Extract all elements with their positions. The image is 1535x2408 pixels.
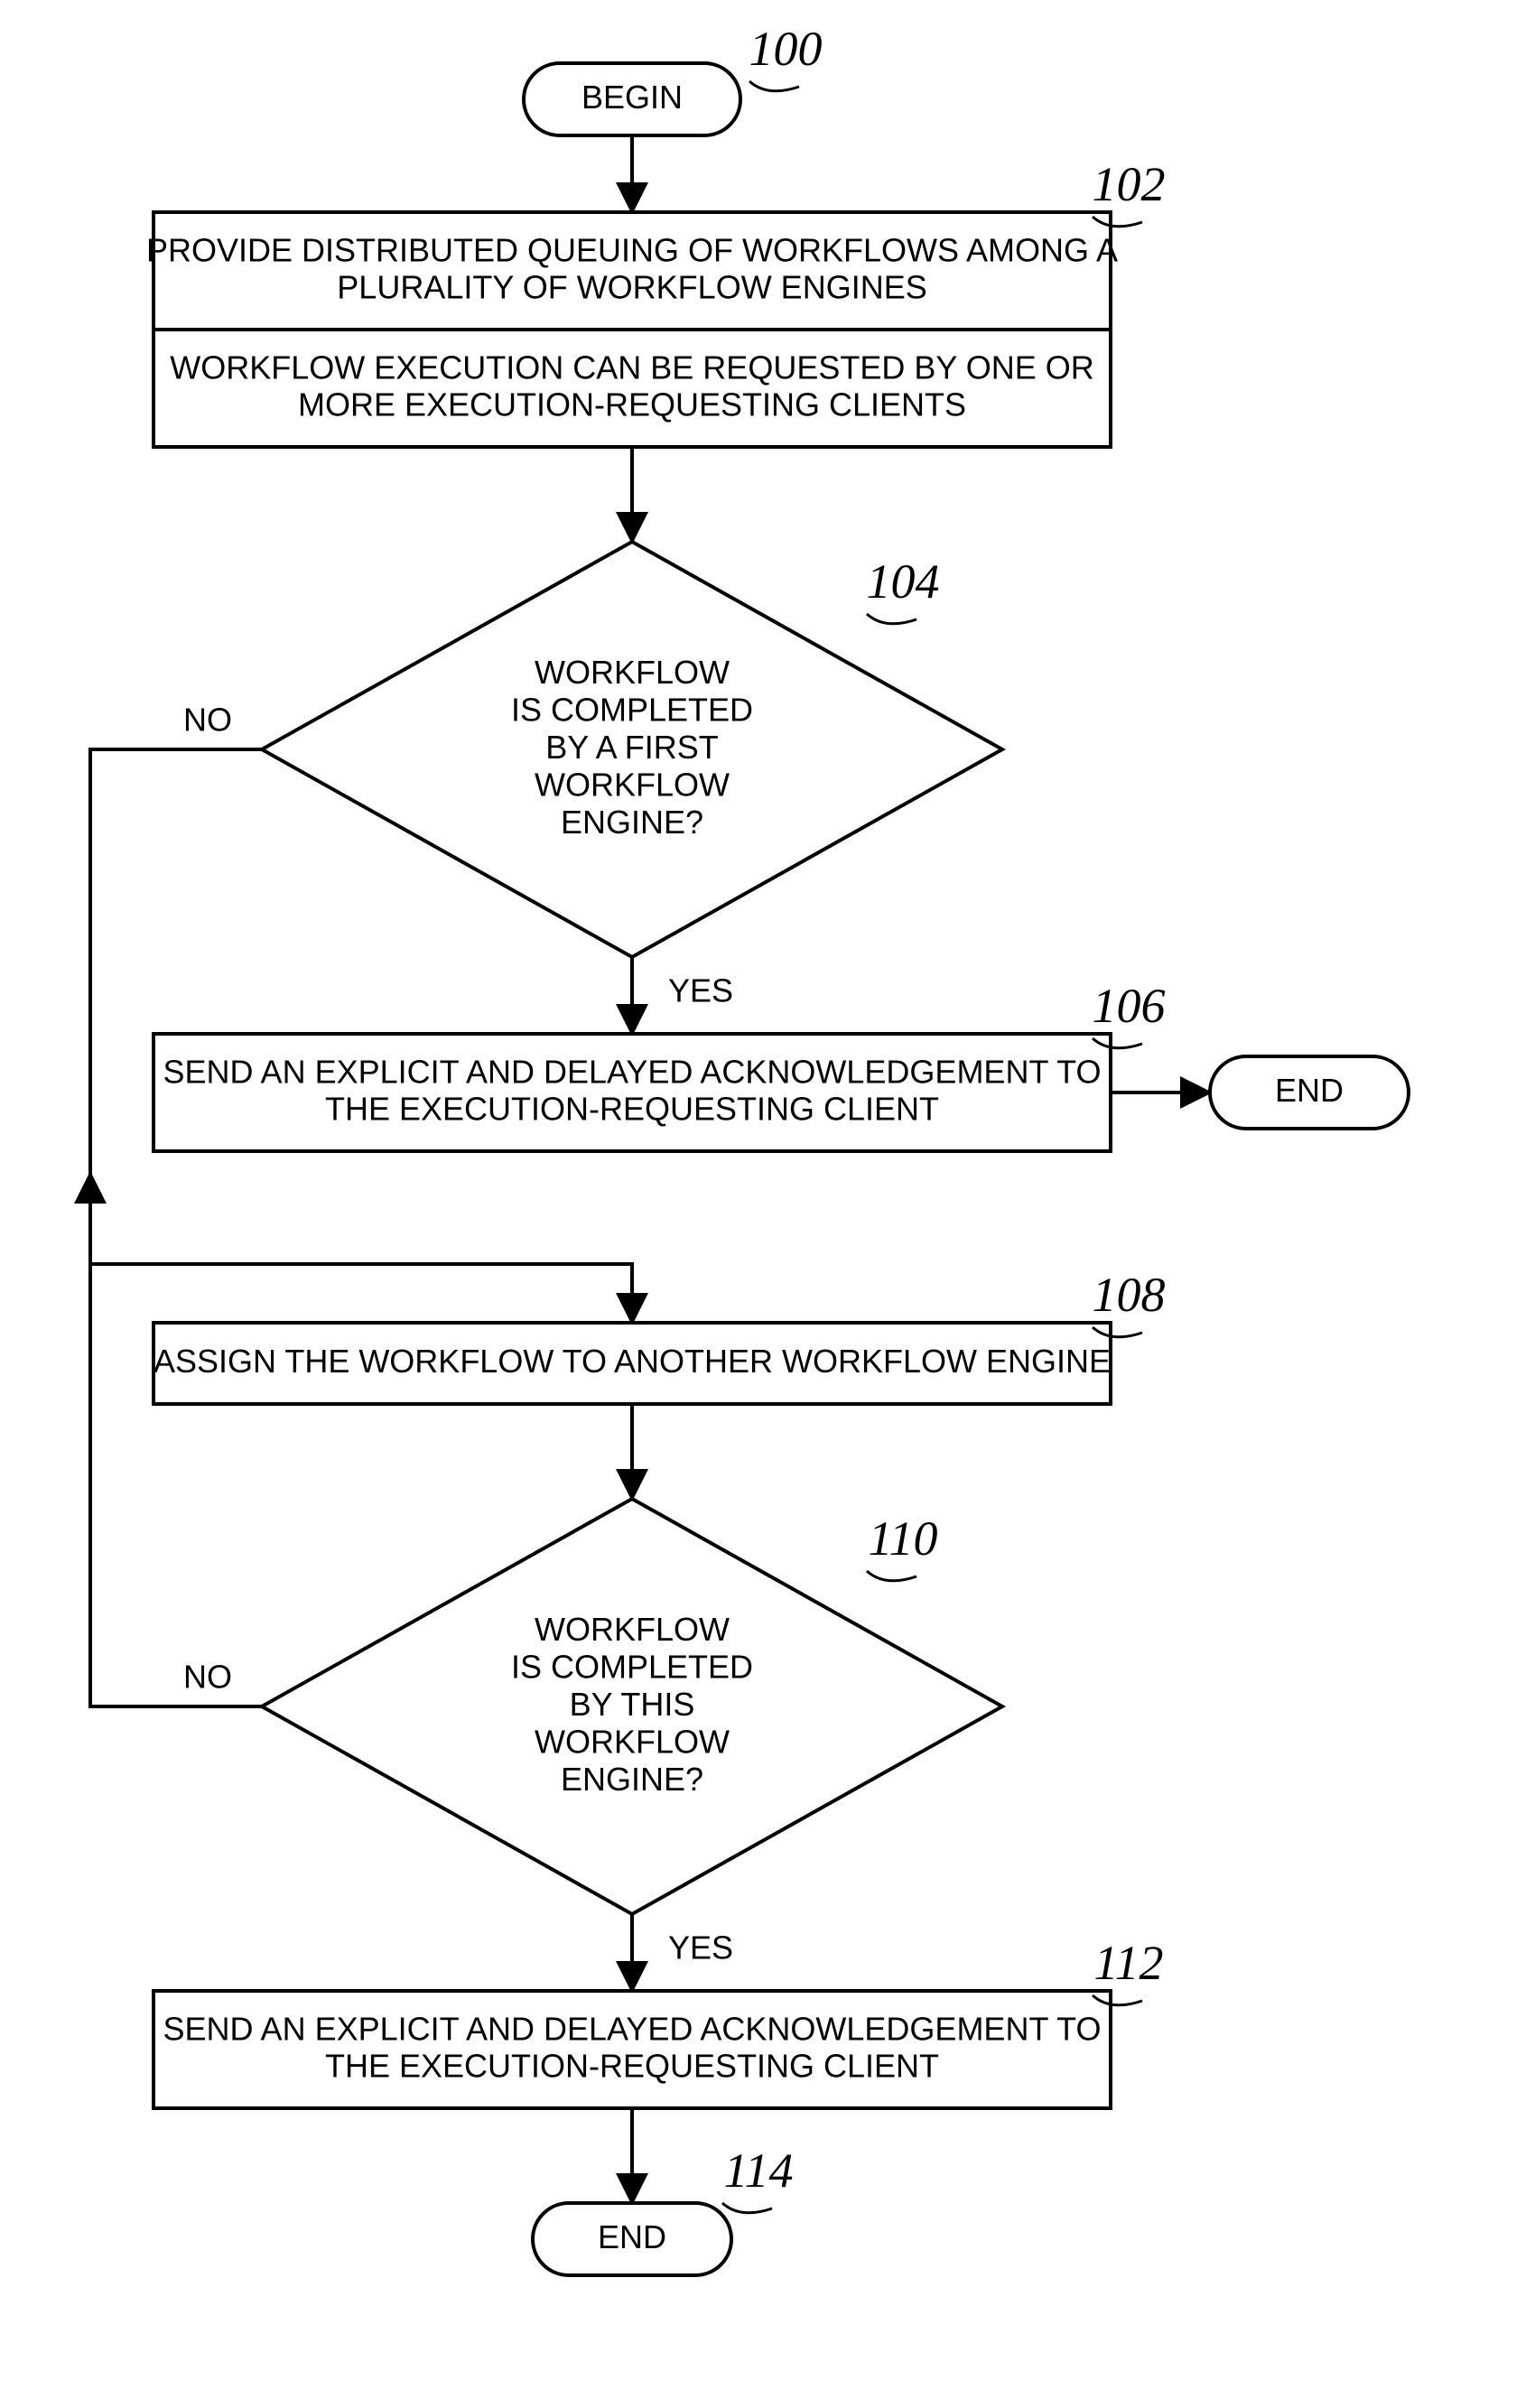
- edge-label-yes: YES: [668, 1929, 733, 1966]
- ref-112: 112: [1094, 1936, 1164, 1990]
- svg-text:ASSIGN THE WORKFLOW TO ANOTHER: ASSIGN THE WORKFLOW TO ANOTHER WORKFLOW …: [154, 1343, 1111, 1380]
- svg-text:END: END: [598, 2218, 666, 2255]
- node-step112: SEND AN EXPLICIT AND DELAYED ACKNOWLEDGE…: [154, 1991, 1111, 2108]
- ref-104: 104: [867, 554, 940, 609]
- edge-7: [90, 1174, 262, 1706]
- node-step102a: PROVIDE DISTRIBUTED QUEUING OF WORKFLOWS…: [146, 212, 1118, 330]
- flowchart-diagram: YES NO YES NO BEGIN PROVIDE DISTRIBUTED QUEU…: [0, 0, 1535, 2408]
- node-step108: ASSIGN THE WORKFLOW TO ANOTHER WORKFLOW …: [154, 1323, 1111, 1404]
- svg-text:WORKFLOW EXECUTION CAN BE REQU: WORKFLOW EXECUTION CAN BE REQUESTED BY O…: [170, 349, 1093, 423]
- node-end2: END: [533, 2203, 731, 2275]
- node-begin: BEGIN: [524, 63, 740, 135]
- svg-text:END: END: [1275, 1072, 1344, 1109]
- ref-100: 100: [749, 22, 823, 76]
- node-step106: SEND AN EXPLICIT AND DELAYED ACKNOWLEDGE…: [154, 1034, 1111, 1151]
- ref-110: 110: [869, 1511, 938, 1566]
- ref-102: 102: [1093, 157, 1166, 211]
- node-end1: END: [1210, 1056, 1409, 1129]
- edge-label-no: NO: [183, 1659, 232, 1696]
- ref-106: 106: [1093, 979, 1166, 1033]
- edge-label-yes: YES: [668, 972, 733, 1009]
- edge-label-no: NO: [183, 702, 232, 739]
- svg-text:BEGIN: BEGIN: [581, 79, 683, 116]
- node-step102b: WORKFLOW EXECUTION CAN BE REQUESTED BY O…: [154, 330, 1111, 447]
- ref-114: 114: [724, 2143, 794, 2198]
- ref-108: 108: [1093, 1268, 1166, 1322]
